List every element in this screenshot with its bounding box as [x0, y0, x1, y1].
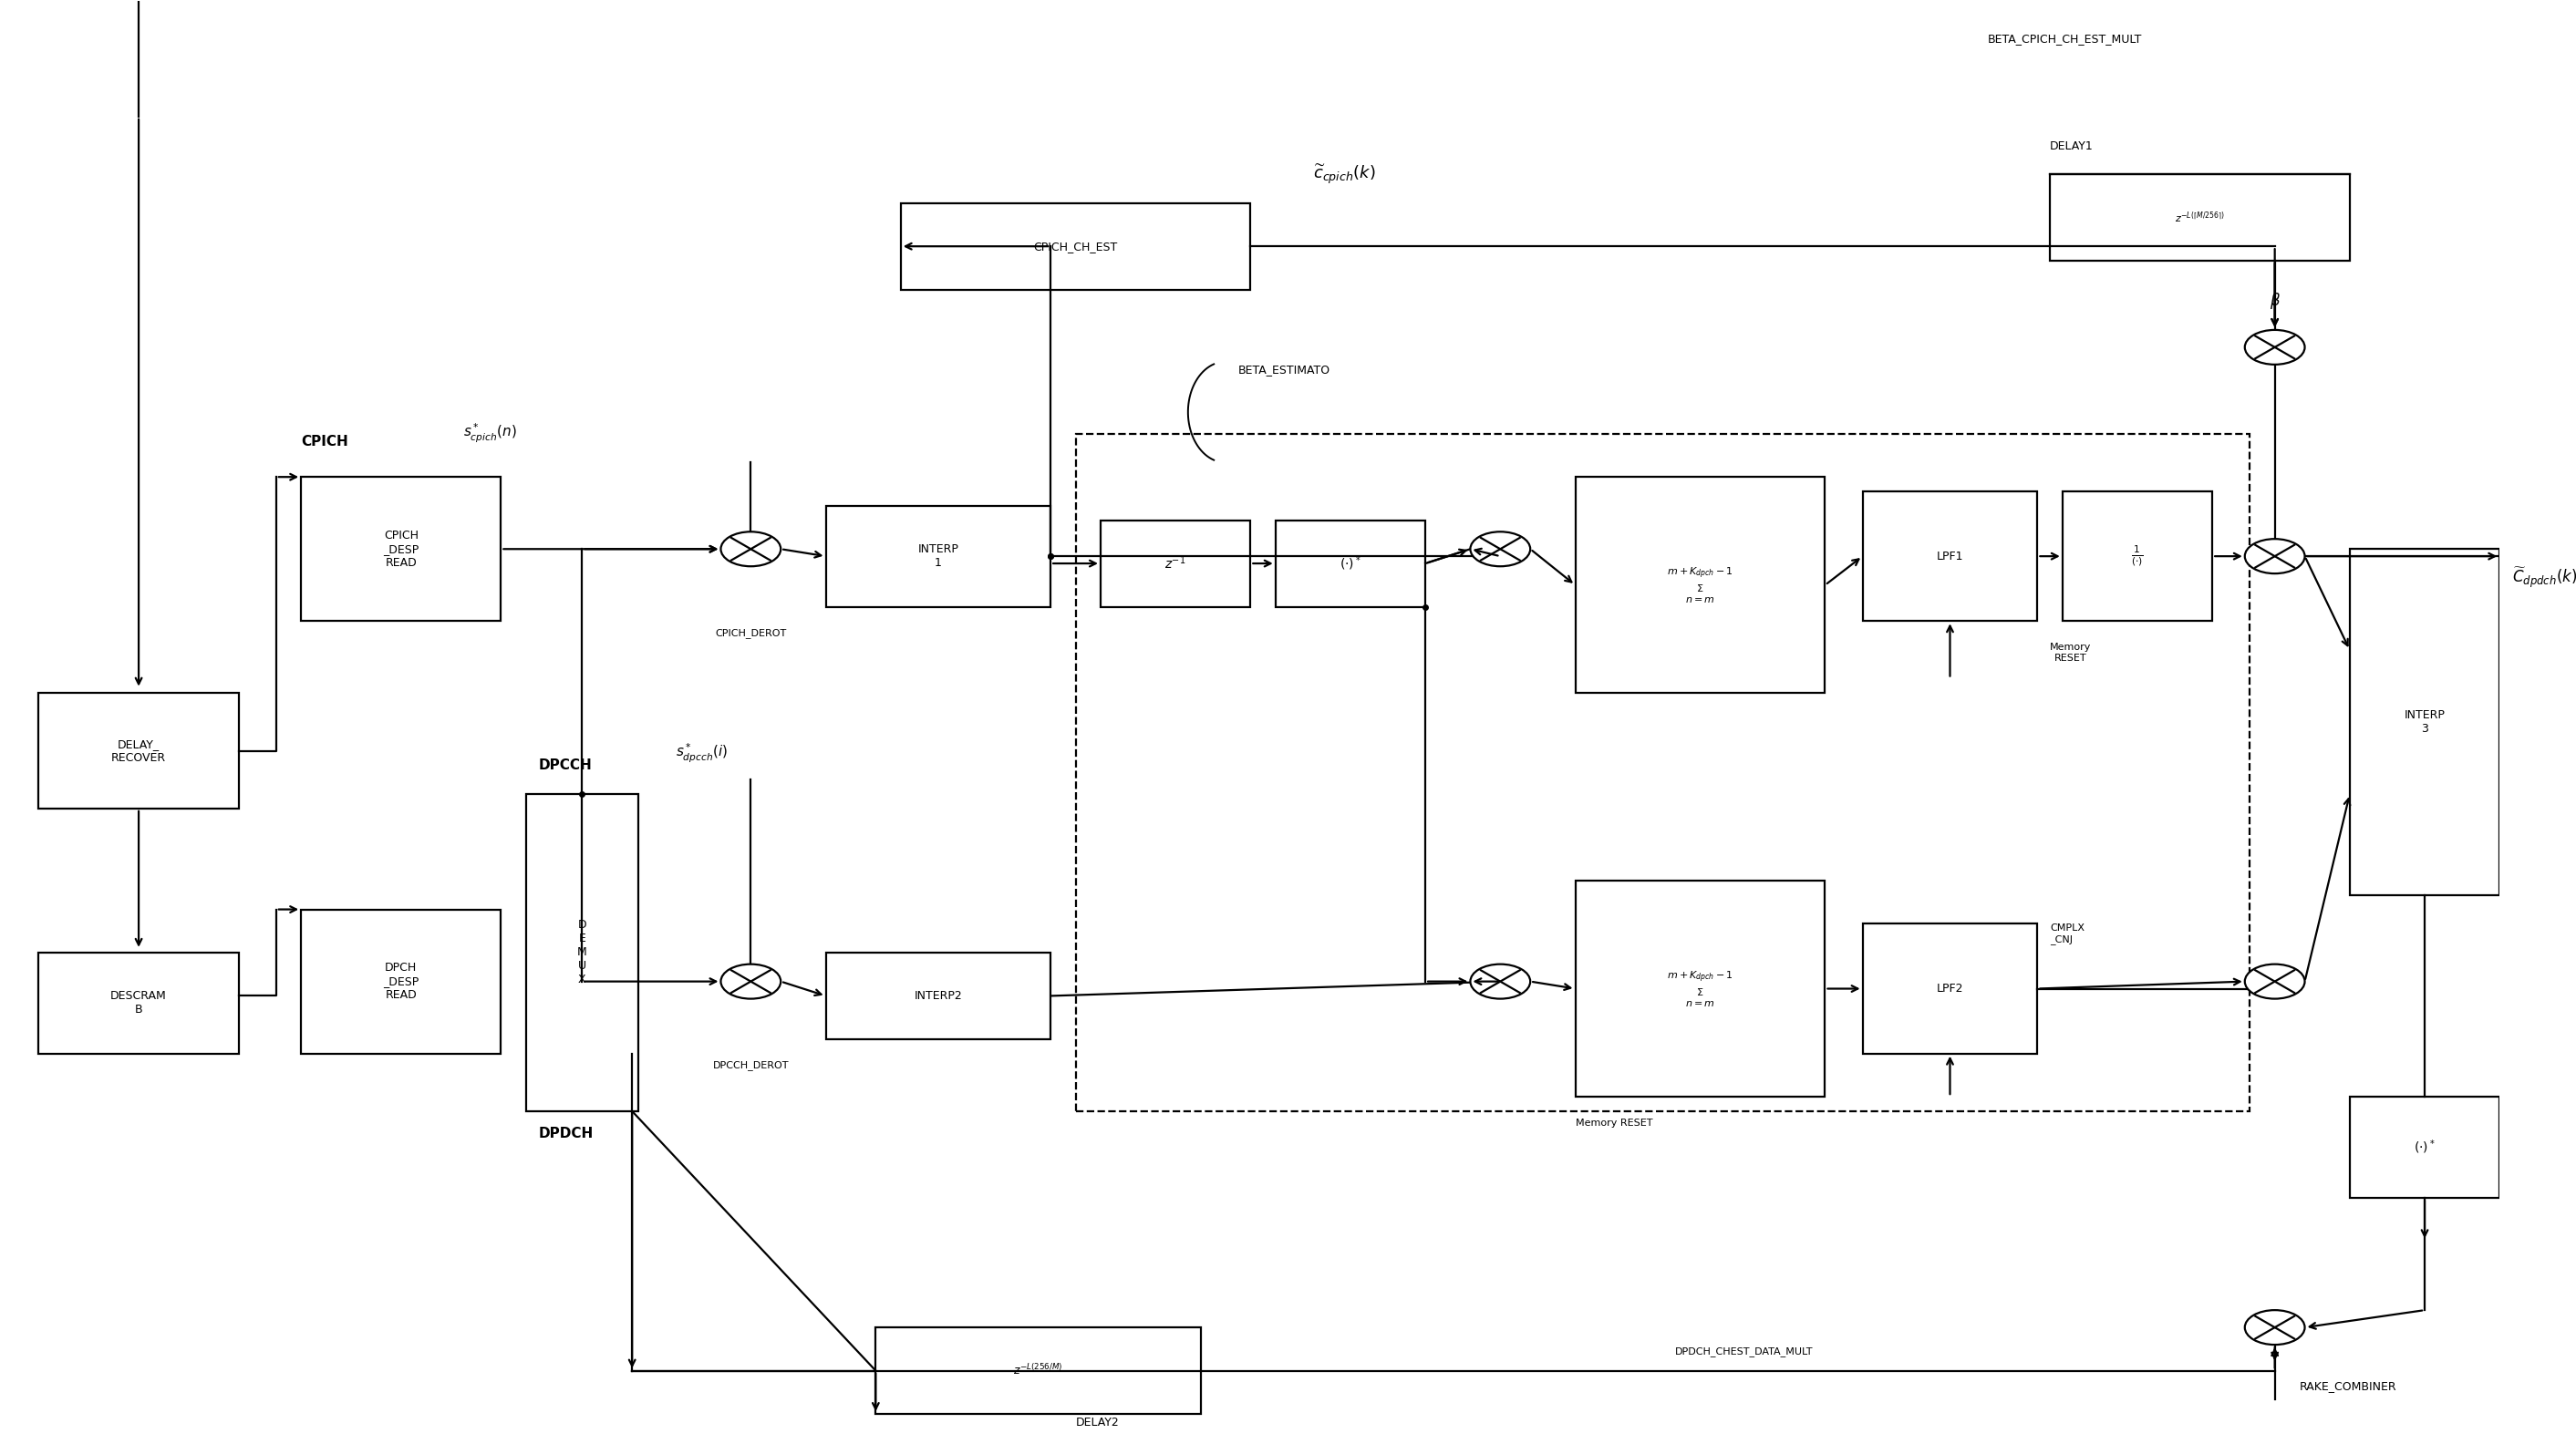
Text: $\beta$: $\beta$ — [2269, 292, 2280, 310]
Bar — [301, 910, 500, 1054]
Bar — [1100, 520, 1249, 606]
Bar — [827, 505, 1051, 606]
Bar — [1077, 433, 2249, 1112]
Text: INTERP
3: INTERP 3 — [2403, 709, 2445, 735]
Text: BETA_CPICH_CH_EST_MULT: BETA_CPICH_CH_EST_MULT — [1989, 33, 2141, 45]
Text: DELAY1: DELAY1 — [2050, 140, 2094, 153]
Circle shape — [2244, 965, 2306, 999]
Circle shape — [2244, 329, 2306, 364]
Text: $z^{-L(\lceil M/256 \rceil)}$: $z^{-L(\lceil M/256 \rceil)}$ — [2174, 209, 2226, 225]
Bar — [1577, 477, 1824, 693]
Text: DPCCH: DPCCH — [538, 758, 592, 773]
Bar — [2349, 549, 2499, 895]
Bar — [526, 794, 639, 1112]
Text: $z^{-1}$: $z^{-1}$ — [1164, 554, 1185, 572]
Bar — [1862, 491, 2038, 621]
Bar — [1862, 924, 2038, 1054]
Bar — [827, 953, 1051, 1040]
Circle shape — [1471, 965, 1530, 999]
Text: $m+K_{dpch}-1$
$\Sigma$
$n=m$: $m+K_{dpch}-1$ $\Sigma$ $n=m$ — [1667, 969, 1734, 1008]
Text: DPCCH_DEROT: DPCCH_DEROT — [714, 1061, 788, 1070]
Text: CPICH_CH_EST: CPICH_CH_EST — [1033, 240, 1118, 253]
Bar — [1577, 881, 1824, 1097]
Text: CPICH_DEROT: CPICH_DEROT — [716, 628, 786, 638]
Bar — [39, 693, 240, 809]
Text: $z^{-L(256/M)}$: $z^{-L(256/M)}$ — [1012, 1363, 1064, 1378]
Text: $s^*_{cpich}(n)$: $s^*_{cpich}(n)$ — [464, 422, 518, 445]
Text: Memory RESET: Memory RESET — [1577, 1119, 1651, 1128]
Text: $(\cdot)^*$: $(\cdot)^*$ — [2414, 1138, 2434, 1157]
Text: DPDCH_CHEST_DATA_MULT: DPDCH_CHEST_DATA_MULT — [1674, 1346, 1814, 1356]
Text: INTERP2: INTERP2 — [914, 991, 963, 1002]
Bar — [2063, 491, 2213, 621]
Text: INTERP
1: INTERP 1 — [917, 543, 958, 569]
Circle shape — [2244, 539, 2306, 573]
Bar — [876, 1327, 1200, 1414]
Text: LPF2: LPF2 — [1937, 983, 1963, 995]
Text: CMPLX
_CNJ: CMPLX _CNJ — [2050, 924, 2084, 944]
Bar — [39, 953, 240, 1054]
Bar — [1275, 520, 1425, 606]
Text: LPF1: LPF1 — [1937, 550, 1963, 562]
Circle shape — [721, 965, 781, 999]
Text: CPICH
_DESP
READ: CPICH _DESP READ — [384, 530, 420, 569]
Text: DPCH
_DESP
READ: DPCH _DESP READ — [384, 962, 420, 1001]
Circle shape — [1471, 531, 1530, 566]
Text: RAKE_COMBINER: RAKE_COMBINER — [2300, 1380, 2398, 1392]
Text: $s^*_{dpcch}(i)$: $s^*_{dpcch}(i)$ — [675, 742, 729, 765]
Circle shape — [721, 531, 781, 566]
Text: $\widetilde{c}_{cpich}(k)$: $\widetilde{c}_{cpich}(k)$ — [1314, 163, 1376, 186]
Bar — [301, 477, 500, 621]
Text: $(\cdot)^*$: $(\cdot)^*$ — [1340, 554, 1360, 572]
Text: DPDCH: DPDCH — [538, 1126, 592, 1139]
Text: Memory
RESET: Memory RESET — [2050, 643, 2092, 663]
Text: BETA_ESTIMATO: BETA_ESTIMATO — [1239, 364, 1329, 375]
Text: CPICH: CPICH — [301, 435, 348, 448]
Text: DESCRAM
B: DESCRAM B — [111, 991, 167, 1015]
Circle shape — [2244, 1310, 2306, 1344]
Bar — [902, 204, 1249, 290]
Text: $\widetilde{C}_{dpdch}(k)$: $\widetilde{C}_{dpdch}(k)$ — [2512, 566, 2576, 591]
Bar — [2349, 1097, 2499, 1197]
Text: DELAY_
RECOVER: DELAY_ RECOVER — [111, 738, 165, 764]
Text: $\frac{1}{(\cdot)}$: $\frac{1}{(\cdot)}$ — [2130, 544, 2143, 569]
Text: $m+K_{dpch}-1$
$\Sigma$
$n=m$: $m+K_{dpch}-1$ $\Sigma$ $n=m$ — [1667, 566, 1734, 604]
Bar — [2050, 175, 2349, 261]
Text: DELAY2: DELAY2 — [1077, 1417, 1118, 1428]
Text: D
E
M
U
X: D E M U X — [577, 920, 587, 986]
